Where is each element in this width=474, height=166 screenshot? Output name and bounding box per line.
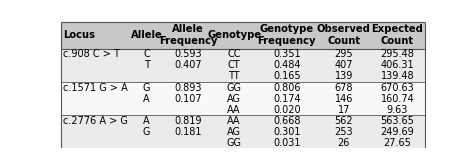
Text: AG: AG <box>227 94 241 104</box>
Text: 0.181: 0.181 <box>174 127 202 137</box>
Text: 0.893: 0.893 <box>174 83 202 93</box>
Text: A: A <box>143 116 150 126</box>
Text: 0.351: 0.351 <box>273 49 301 59</box>
Text: Genotype: Genotype <box>207 30 261 40</box>
Text: 0.668: 0.668 <box>273 116 301 126</box>
Text: 0.301: 0.301 <box>273 127 301 137</box>
Text: 0.174: 0.174 <box>273 94 301 104</box>
Text: 0.819: 0.819 <box>174 116 202 126</box>
Text: C: C <box>143 49 150 59</box>
Text: AA: AA <box>228 116 241 126</box>
Text: 295.48: 295.48 <box>381 49 414 59</box>
Text: 9.63: 9.63 <box>387 105 408 115</box>
Text: AG: AG <box>227 127 241 137</box>
Text: 0.806: 0.806 <box>273 83 301 93</box>
Bar <box>61 22 425 49</box>
Text: 406.31: 406.31 <box>381 60 414 70</box>
Text: 0.593: 0.593 <box>174 49 202 59</box>
Text: 139.48: 139.48 <box>381 72 414 82</box>
Text: Locus: Locus <box>64 30 95 40</box>
Text: Allele
Frequency: Allele Frequency <box>159 24 218 46</box>
Text: A: A <box>143 94 150 104</box>
Text: 0.031: 0.031 <box>273 138 301 148</box>
Text: 0.407: 0.407 <box>174 60 202 70</box>
Text: c.908 C > T: c.908 C > T <box>64 49 120 59</box>
Text: Observed
Count: Observed Count <box>317 24 371 46</box>
Text: Genotype
Frequency: Genotype Frequency <box>257 24 316 46</box>
Text: CT: CT <box>228 60 240 70</box>
Text: 139: 139 <box>335 72 353 82</box>
Text: G: G <box>143 83 150 93</box>
Text: 562: 562 <box>334 116 353 126</box>
Bar <box>61 93 425 104</box>
Bar <box>61 60 425 71</box>
Text: T: T <box>144 60 149 70</box>
Text: 27.65: 27.65 <box>383 138 411 148</box>
Text: 0.484: 0.484 <box>273 60 301 70</box>
Text: 0.020: 0.020 <box>273 105 301 115</box>
Text: GG: GG <box>227 83 242 93</box>
Bar <box>61 126 425 138</box>
Bar <box>61 104 425 115</box>
Bar <box>61 138 425 149</box>
Text: 670.63: 670.63 <box>381 83 414 93</box>
Bar <box>61 71 425 82</box>
Text: 407: 407 <box>335 60 353 70</box>
Text: c.2776 A > G: c.2776 A > G <box>64 116 128 126</box>
Bar <box>61 115 425 126</box>
Text: TT: TT <box>228 72 240 82</box>
Text: 17: 17 <box>337 105 350 115</box>
Text: 0.107: 0.107 <box>174 94 202 104</box>
Text: 146: 146 <box>335 94 353 104</box>
Text: 26: 26 <box>337 138 350 148</box>
Text: 563.65: 563.65 <box>381 116 414 126</box>
Bar <box>61 49 425 60</box>
Text: 249.69: 249.69 <box>381 127 414 137</box>
Text: Expected
Count: Expected Count <box>372 24 423 46</box>
Text: CC: CC <box>228 49 241 59</box>
Text: 678: 678 <box>335 83 353 93</box>
Text: 295: 295 <box>334 49 353 59</box>
Text: G: G <box>143 127 150 137</box>
Text: 0.165: 0.165 <box>273 72 301 82</box>
Text: GG: GG <box>227 138 242 148</box>
Text: 160.74: 160.74 <box>381 94 414 104</box>
Text: 253: 253 <box>334 127 353 137</box>
Bar <box>61 82 425 93</box>
Text: Allele: Allele <box>131 30 163 40</box>
Text: c.1571 G > A: c.1571 G > A <box>64 83 128 93</box>
Text: AA: AA <box>228 105 241 115</box>
